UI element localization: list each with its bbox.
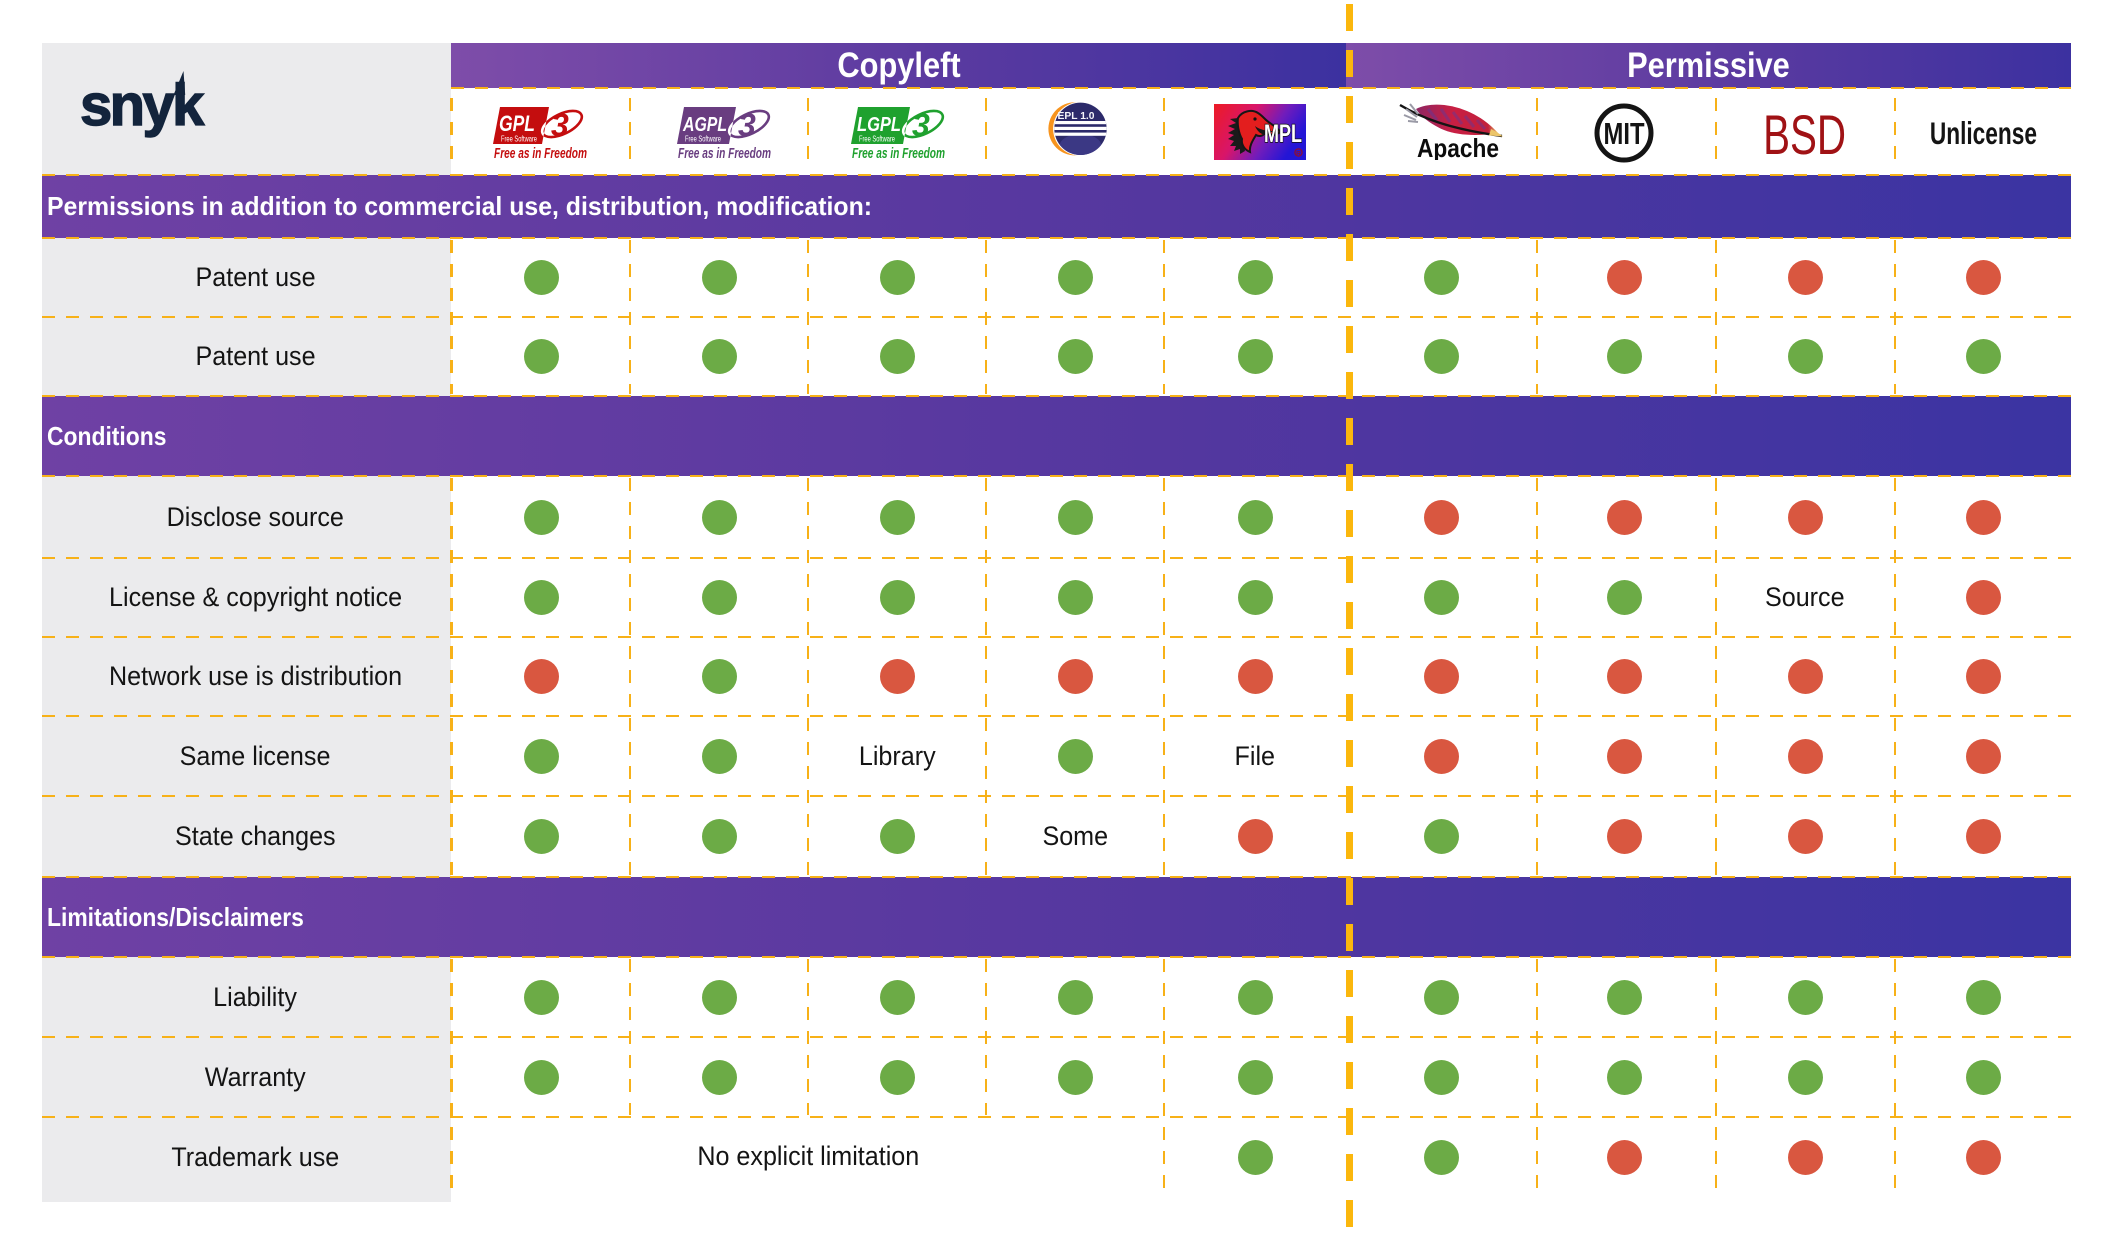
svg-text:LGPL: LGPL xyxy=(857,114,901,136)
svg-text:R: R xyxy=(1296,150,1301,157)
svg-text:Free as in Freedom: Free as in Freedom xyxy=(494,145,587,161)
svg-text:MIT: MIT xyxy=(1604,116,1645,151)
svg-text:3: 3 xyxy=(738,107,756,143)
svg-text:GPL: GPL xyxy=(499,111,535,136)
svg-text:MPL: MPL xyxy=(1264,120,1302,148)
svg-text:snyk: snyk xyxy=(80,73,205,138)
svg-text:Free Software: Free Software xyxy=(685,135,721,144)
svg-text:EPL 1.0: EPL 1.0 xyxy=(1058,110,1095,122)
svg-text:3: 3 xyxy=(912,107,930,143)
svg-text:Free Software: Free Software xyxy=(859,135,895,144)
svg-text:Free as in Freedom: Free as in Freedom xyxy=(678,145,771,161)
svg-text:AGPL: AGPL xyxy=(682,114,727,136)
svg-text:Free as in Freedom: Free as in Freedom xyxy=(852,145,945,161)
svg-text:3: 3 xyxy=(551,107,569,143)
svg-text:Free Software: Free Software xyxy=(501,135,537,144)
svg-text:Apache: Apache xyxy=(1417,133,1499,160)
